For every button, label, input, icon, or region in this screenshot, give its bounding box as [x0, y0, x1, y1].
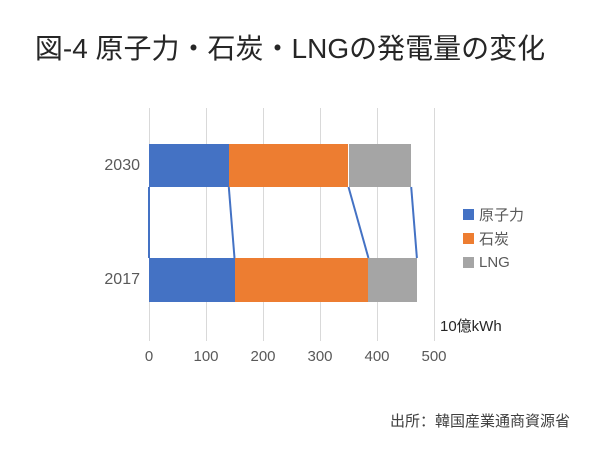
x-tick-label: 500 [421, 348, 447, 365]
figure-title: 図-4 原子力・石炭・LNGの発電量の変化 [34, 33, 546, 64]
x-tick-label: 0 [144, 348, 154, 365]
bar-segment-2017-LNG [368, 258, 417, 302]
gridline [320, 108, 321, 341]
gridline [377, 108, 378, 341]
gridline [206, 108, 207, 341]
series-line [227, 186, 236, 259]
x-tick-label: 300 [307, 348, 333, 365]
legend-label: LNG [479, 253, 510, 271]
legend: 原子力石炭 LNG [463, 202, 524, 274]
x-tick-label: 200 [250, 348, 276, 365]
bar-segment-2030-石炭 [228, 144, 349, 187]
bar-segment-2030-LNG [348, 144, 412, 187]
legend-swatch-icon [463, 232, 474, 244]
category-label: 2017 [104, 271, 140, 288]
gridline [263, 108, 264, 341]
series-line [410, 186, 418, 259]
category-label: 2030 [104, 156, 140, 174]
legend-item-石炭: 石炭 [463, 226, 524, 250]
bar-segment-2030-原子力 [149, 144, 229, 187]
source-note: 出所：韓国産業通商資源省 [389, 413, 570, 430]
series-line [347, 186, 370, 259]
legend-label: 原子力 [479, 206, 525, 224]
x-axis-unit-label: 10億kWh [440, 318, 502, 335]
x-tick-label: 100 [193, 348, 219, 365]
legend-swatch-icon [463, 256, 474, 268]
bar-segment-2017-原子力 [149, 258, 235, 302]
legend-swatch-icon [463, 208, 474, 220]
legend-item-原子力: 原子力 [463, 202, 524, 226]
legend-label: 石炭 [479, 230, 510, 248]
x-tick-label: 400 [364, 348, 390, 365]
gridline [434, 108, 435, 341]
series-connector-lines [148, 186, 418, 259]
bar-segment-2017-石炭 [234, 258, 369, 302]
legend-item-LNG: LNG [463, 250, 524, 274]
